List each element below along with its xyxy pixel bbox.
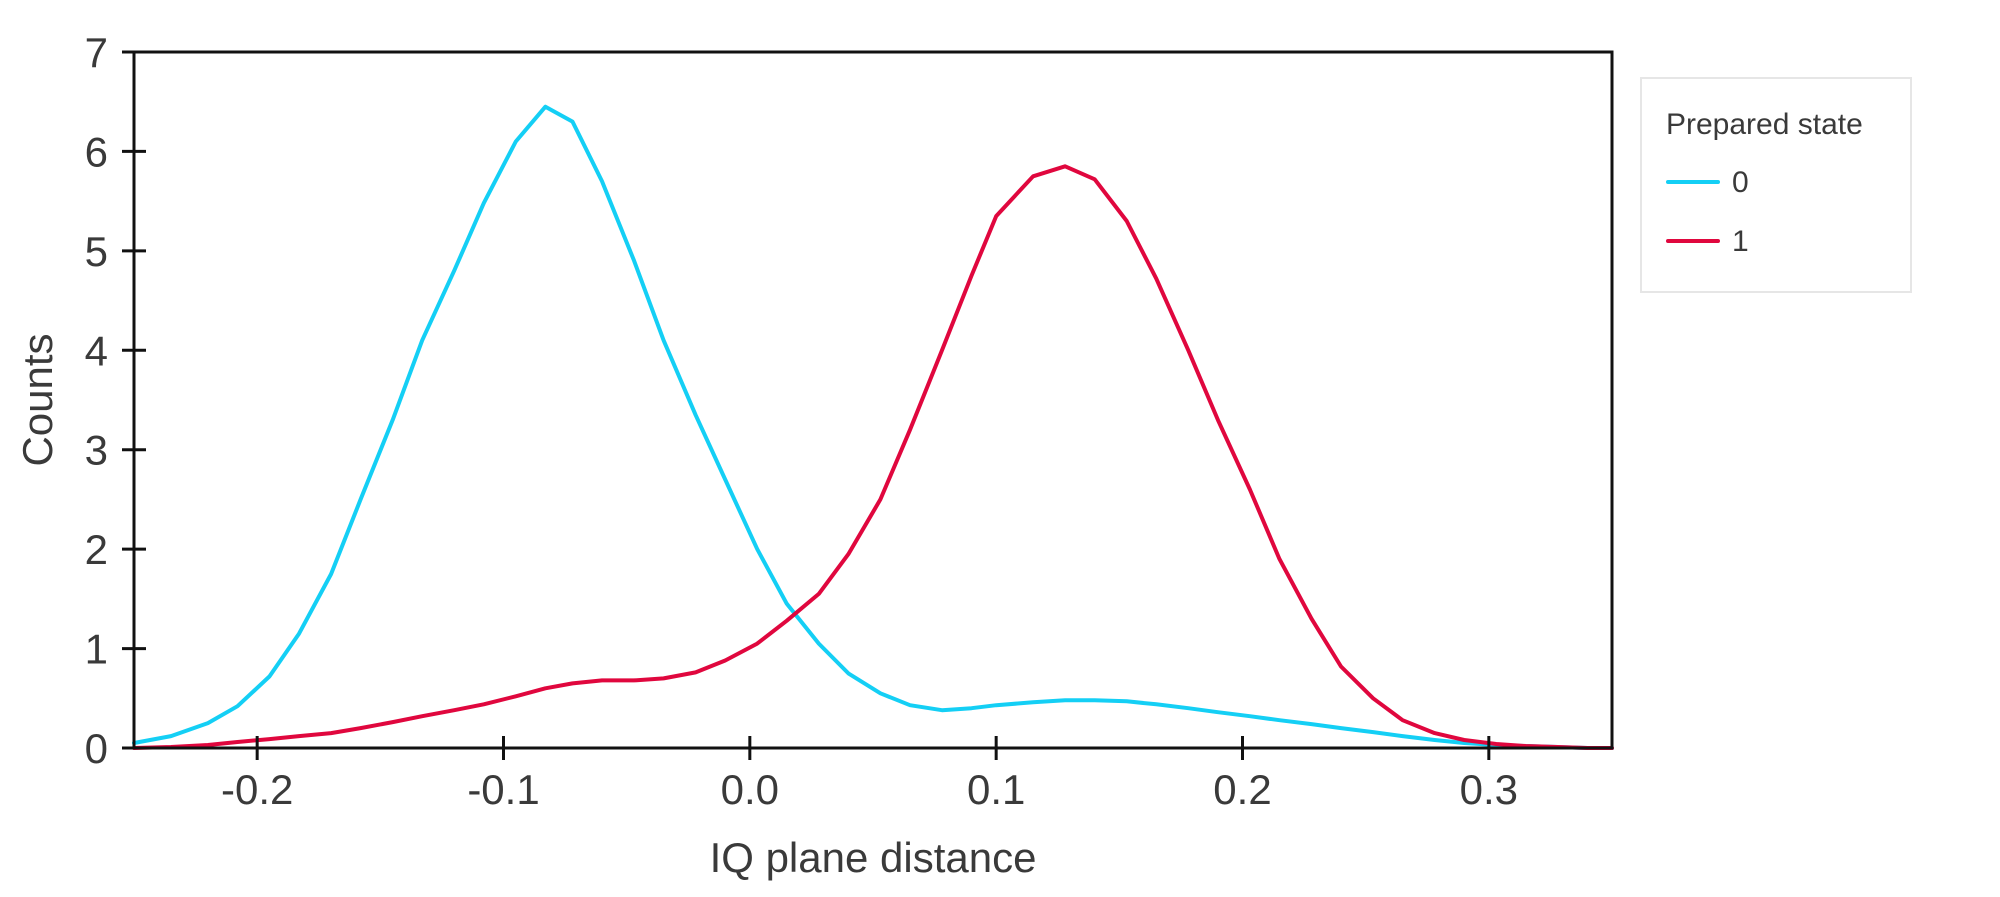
x-tick-label: -0.1 [467,766,539,813]
x-tick-label: -0.2 [221,766,293,813]
plot-frame [132,50,1614,750]
y-tick-label: 1 [85,626,108,673]
legend-title: Prepared state [1666,108,1863,141]
x-tick-label: 0.0 [721,766,779,813]
legend-label-0: 0 [1732,166,1749,199]
x-tick-label: 0.3 [1460,766,1518,813]
x-tick-label: 0.1 [967,766,1025,813]
legend-label-1: 1 [1732,225,1749,258]
legend: Prepared state 01 [1640,77,1912,293]
plot-series [132,104,1614,750]
y-tick-label: 6 [85,128,108,175]
y-tick-label: 7 [85,29,108,76]
y-tick-label: 0 [85,725,108,772]
legend-items: 01 [1666,166,1749,258]
y-axis-title: Counts [14,333,61,466]
y-tick-label: 2 [85,526,108,573]
x-axis: -0.2 -0.1 0.0 0.1 0.2 0.3 [221,736,1518,813]
legend-box [1640,77,1912,293]
y-tick-label: 5 [85,228,108,275]
y-axis: 0 1 2 3 4 5 6 7 [85,29,146,772]
x-tick-label: 0.2 [1213,766,1271,813]
y-tick-label: 4 [85,327,108,374]
series-line-0 [132,104,1614,750]
y-tick-label: 3 [85,427,108,474]
x-axis-title: IQ plane distance [710,834,1037,881]
series-line-1 [132,164,1614,750]
